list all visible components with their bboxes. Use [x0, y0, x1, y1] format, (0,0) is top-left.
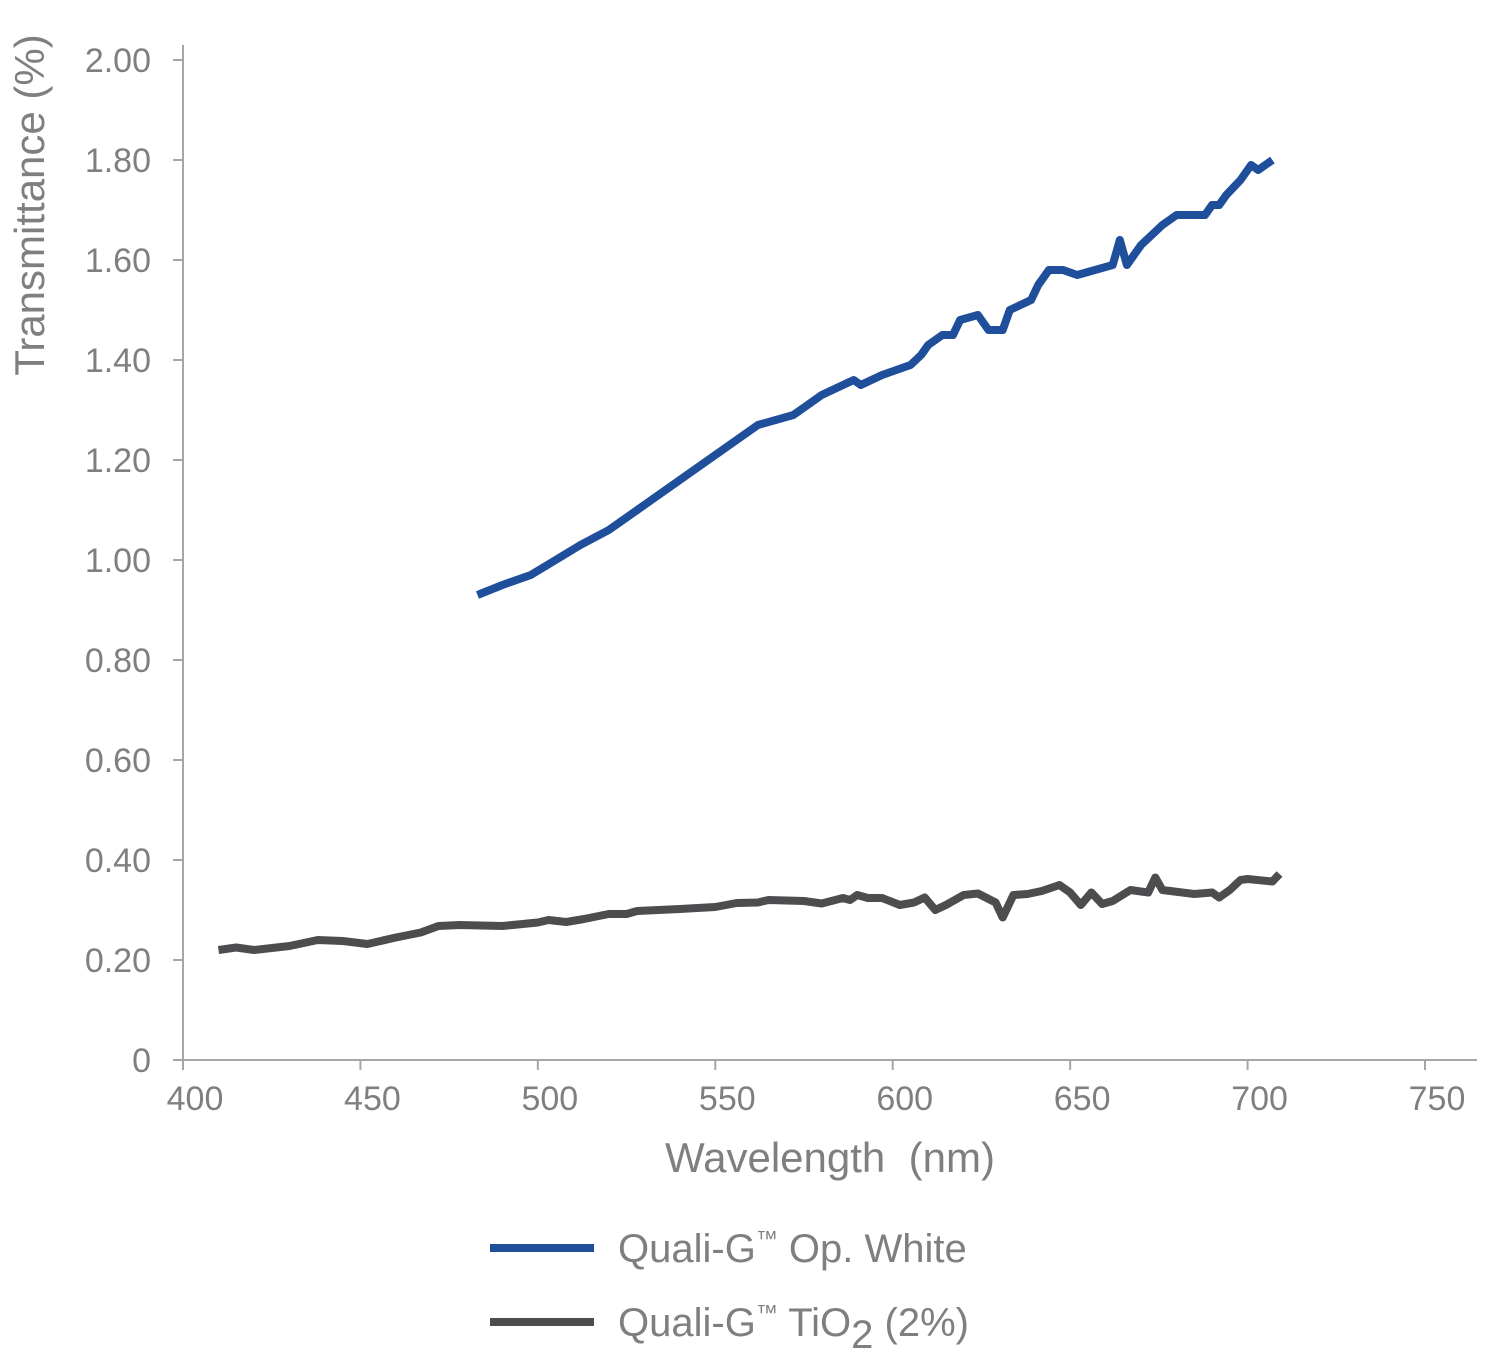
y-tick-label: 1.20: [85, 442, 151, 480]
y-tick-label: 0.20: [85, 942, 151, 980]
axes: [173, 45, 1477, 1061]
x-tick-label: 600: [876, 1080, 933, 1118]
x-ticks: 400 450 500 550 600 650 700 750: [167, 1060, 1466, 1118]
x-tick-label: 550: [699, 1080, 756, 1118]
y-tick-label: 1.40: [85, 342, 151, 380]
x-tick-label: 400: [167, 1080, 224, 1118]
y-tick-label: 2.00: [85, 42, 151, 80]
legend-label-op-white: Quali-G™ Op. White: [618, 1226, 967, 1271]
series-line-op-white: [476, 156, 1275, 599]
legend: Quali-G™ Op. White Quali-G™ TiO2 (2%): [490, 1226, 969, 1357]
x-tick-label: 450: [344, 1080, 401, 1118]
x-axis-title: Wavelength (nm): [665, 1134, 995, 1181]
x-tick-label: 750: [1409, 1080, 1466, 1118]
series-line-tio2: [217, 871, 1283, 954]
legend-label-tio2-tm: ™: [756, 1300, 778, 1325]
x-tick-label: 500: [521, 1080, 578, 1118]
legend-label-tio2-tail: (2%): [873, 1301, 969, 1345]
legend-label-tio2-rest: TiO: [778, 1301, 851, 1345]
legend-label-op-white-rest: Op. White: [778, 1227, 967, 1271]
y-tick-label: 1.00: [85, 542, 151, 580]
y-axis-title: Transmittance (%): [6, 34, 53, 376]
y-tick-label: 0.60: [85, 742, 151, 780]
y-tick-label: 1.80: [85, 142, 151, 180]
legend-label-op-white-tm: ™: [756, 1226, 778, 1251]
x-tick-label: 700: [1231, 1080, 1288, 1118]
y-tick-label: 1.60: [85, 242, 151, 280]
y-ticks: 0 0.20 0.40 0.60 0.80 1.00 1.20 1.40 1.60 1.80 2.0…: [85, 42, 183, 1080]
legend-label-tio2: Quali-G™ TiO2 (2%): [618, 1300, 969, 1357]
y-tick-label: 0.80: [85, 642, 151, 680]
x-tick-label: 650: [1054, 1080, 1111, 1118]
series-layer: [217, 156, 1283, 954]
y-tick-label: 0.40: [85, 842, 151, 880]
legend-label-op-white-main: Quali-G: [618, 1227, 756, 1271]
legend-label-tio2-main: Quali-G: [618, 1301, 756, 1345]
legend-label-tio2-sub: 2: [851, 1313, 873, 1357]
y-tick-label: 0: [132, 1042, 151, 1080]
